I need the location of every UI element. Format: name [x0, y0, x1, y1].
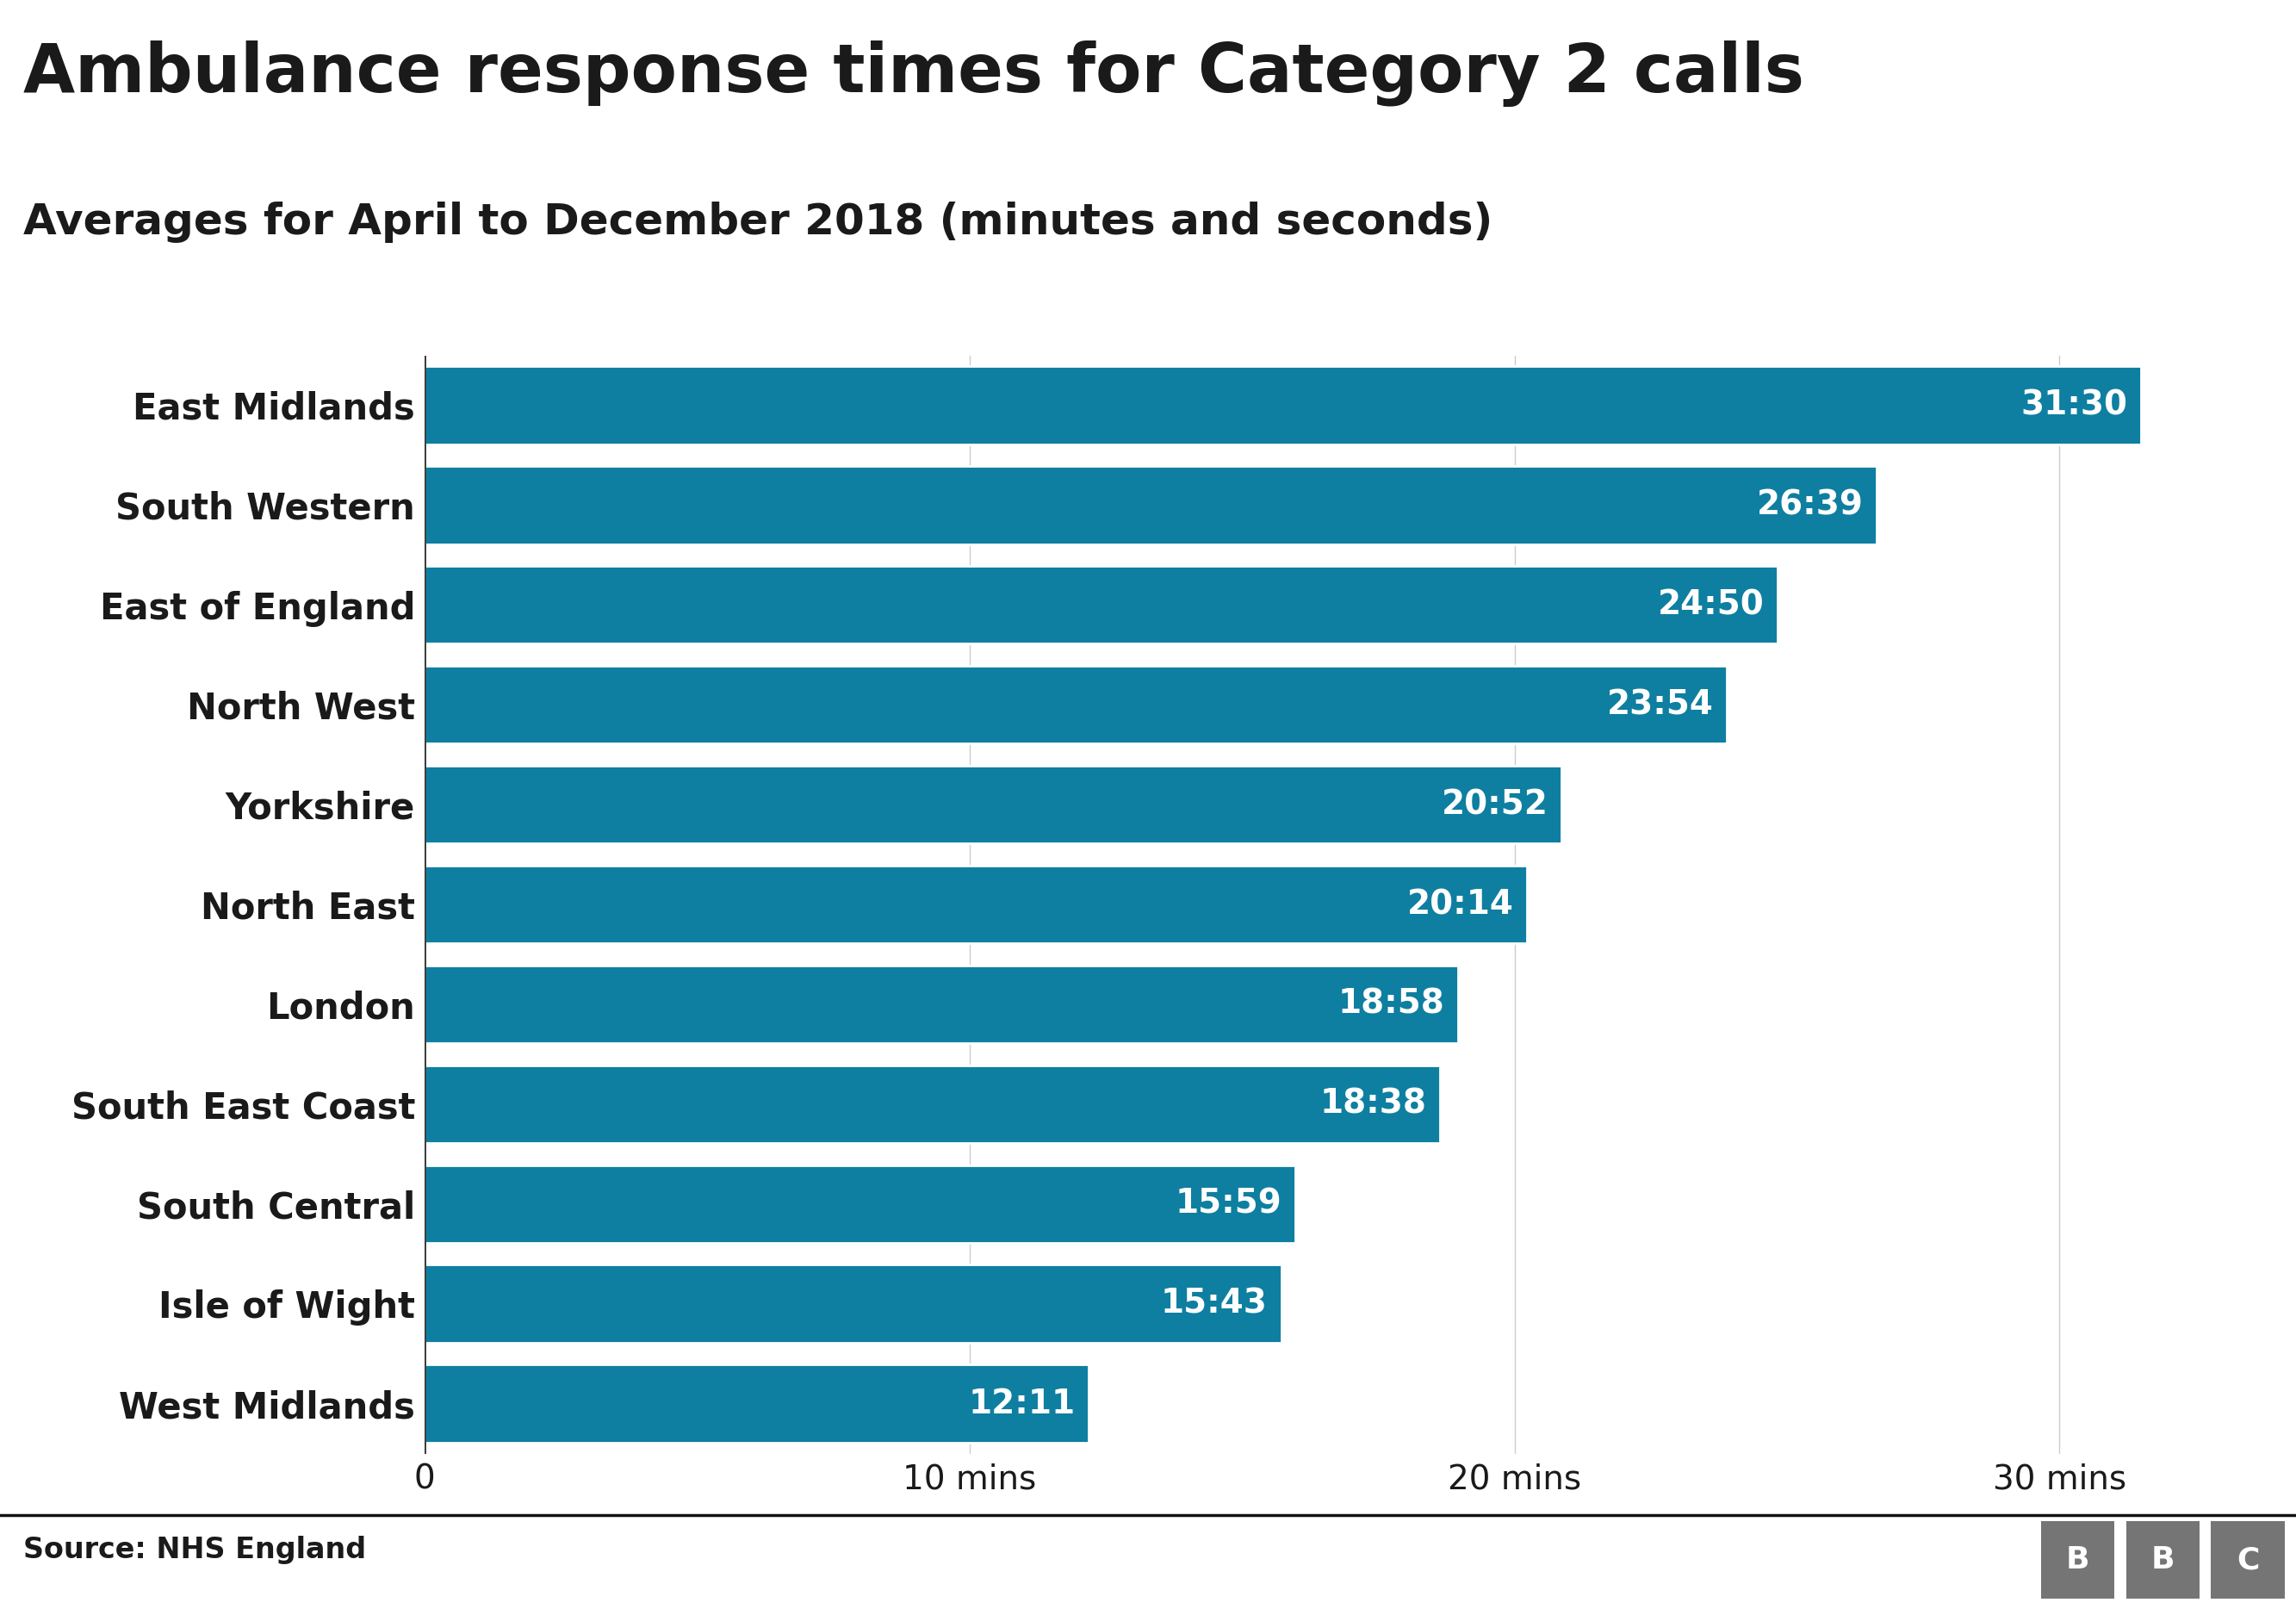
Text: B: B — [2066, 1546, 2089, 1575]
Text: B: B — [2151, 1546, 2174, 1575]
Bar — [425, 565, 1777, 644]
Text: 12:11: 12:11 — [969, 1387, 1075, 1420]
Text: 26:39: 26:39 — [1756, 489, 1864, 522]
Bar — [425, 766, 1561, 843]
Bar — [425, 1066, 1440, 1143]
Text: 18:58: 18:58 — [1339, 988, 1444, 1021]
Text: Ambulance response times for Category 2 calls: Ambulance response times for Category 2 … — [23, 40, 1805, 107]
Text: 20:14: 20:14 — [1407, 888, 1513, 921]
Bar — [425, 866, 1527, 943]
Bar — [425, 1265, 1281, 1342]
Bar — [425, 966, 1458, 1043]
Bar — [425, 467, 1876, 544]
Text: 18:38: 18:38 — [1320, 1089, 1426, 1121]
Bar — [425, 1365, 1088, 1442]
Text: Averages for April to December 2018 (minutes and seconds): Averages for April to December 2018 (min… — [23, 202, 1492, 244]
Text: 31:30: 31:30 — [2020, 389, 2128, 422]
Bar — [425, 665, 1727, 743]
Bar — [425, 1164, 1295, 1244]
Text: Source: NHS England: Source: NHS England — [23, 1536, 365, 1565]
Text: 23:54: 23:54 — [1607, 688, 1713, 720]
Text: C: C — [2236, 1546, 2259, 1575]
Text: 20:52: 20:52 — [1442, 788, 1548, 820]
Text: 15:59: 15:59 — [1176, 1187, 1281, 1221]
Text: 24:50: 24:50 — [1658, 588, 1763, 622]
Bar — [425, 367, 2142, 444]
Text: 15:43: 15:43 — [1162, 1287, 1267, 1319]
